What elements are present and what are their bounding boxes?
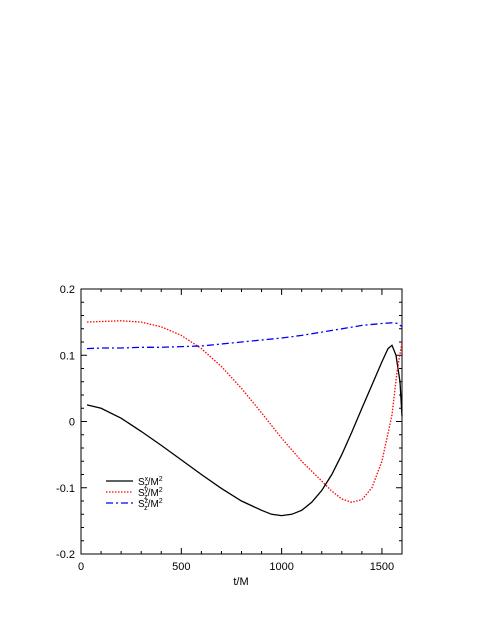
x-tick-label: 0 bbox=[78, 561, 84, 573]
y-tick-label: 0.2 bbox=[60, 284, 75, 296]
series-line-3 bbox=[86, 322, 403, 350]
plot-frame bbox=[80, 288, 403, 555]
series-lines bbox=[86, 320, 403, 517]
legend-label-3: Szz/M2​ bbox=[138, 498, 163, 512]
x-tick-label: 500 bbox=[172, 561, 190, 573]
y-tick-label: 0 bbox=[69, 417, 75, 429]
y-tick-label: 0.1 bbox=[60, 350, 75, 362]
y-tick-label: -0.1 bbox=[56, 483, 75, 495]
legend-label-2: Syz/M2​ bbox=[138, 487, 163, 501]
legend: Sxz/M2​Syz/M2​Szz/M2​ bbox=[106, 476, 163, 512]
y-tick-label: -0.2 bbox=[56, 549, 75, 561]
x-axis-label: t/M bbox=[233, 576, 248, 588]
x-tick-label: 1500 bbox=[370, 561, 394, 573]
axis-ticks: 0 500 1000 1500 -0.2 -0.1 0 0.1 0.2 bbox=[56, 284, 402, 573]
series-line-1 bbox=[86, 344, 403, 517]
legend-label-1: Sxz/M2​ bbox=[138, 476, 163, 490]
x-tick-label: 1000 bbox=[269, 561, 293, 573]
